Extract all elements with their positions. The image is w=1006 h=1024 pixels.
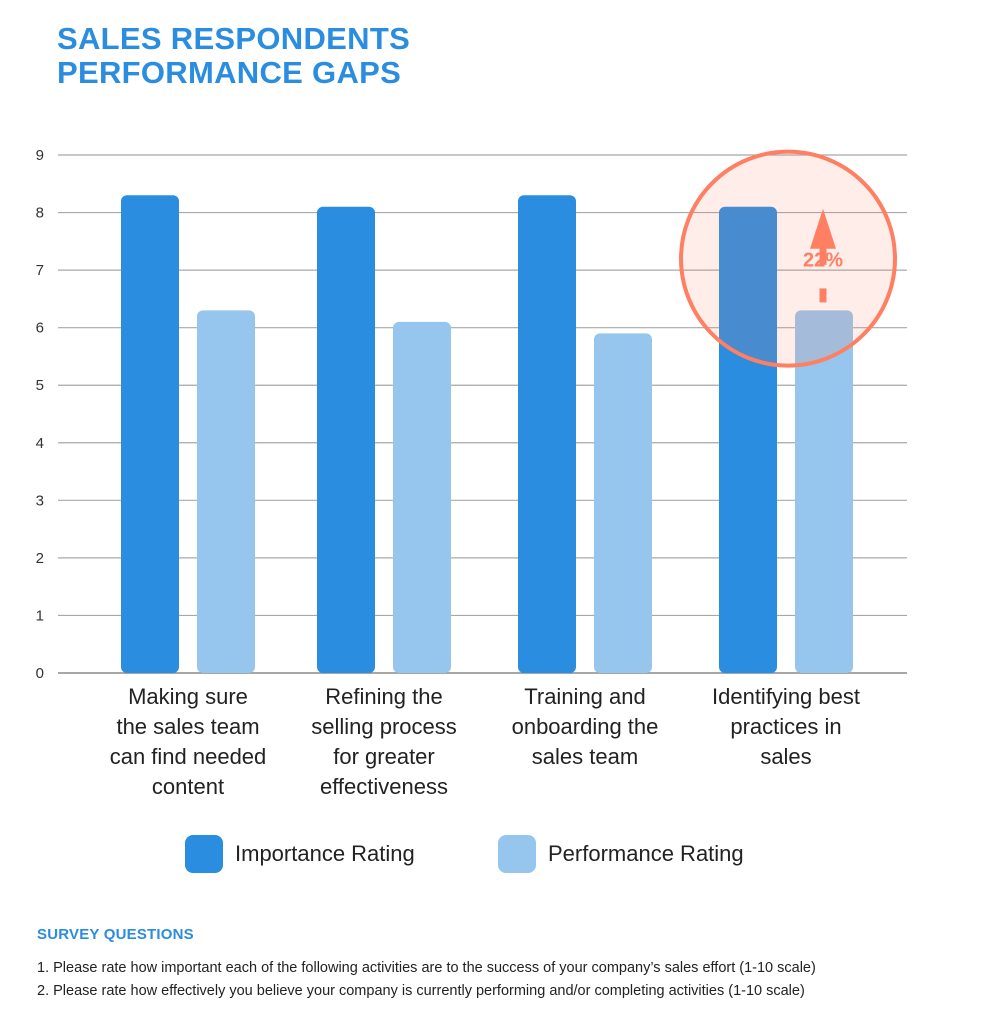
bar-importance-1 <box>121 195 179 674</box>
y-tick-label: 1 <box>36 607 44 624</box>
y-tick-label: 0 <box>36 665 44 682</box>
x-category-label-line: Making sure <box>128 684 248 709</box>
x-category-label-line: the sales team <box>116 714 260 739</box>
survey-heading: SURVEY QUESTIONS <box>37 926 194 943</box>
bar-performance-4 <box>795 310 853 673</box>
x-category-label-line: content <box>151 774 225 799</box>
x-category-label-4: Identifying best practices in sales <box>686 682 886 772</box>
x-category-label-line: selling process <box>311 714 457 739</box>
chart-title: SALES RESPONDENTS PERFORMANCE GAPS <box>57 22 410 90</box>
highlight-circle <box>679 149 897 368</box>
x-category-label-line: effectiveness <box>319 774 448 799</box>
bar-importance-2 <box>317 206 375 674</box>
x-category-label-line: for greater <box>333 744 435 769</box>
legend-item-importance: Importance Rating <box>185 834 415 874</box>
gap-arrow-head <box>810 208 836 249</box>
bar-importance-3 <box>518 195 576 674</box>
x-category-label-1: Making sure the sales team can find needed… <box>88 682 288 802</box>
bar-importance-4 <box>719 206 777 674</box>
x-category-label-line: sales <box>760 744 812 769</box>
x-category-label-line: Training and <box>524 684 646 709</box>
y-tick-label: 9 <box>36 147 44 164</box>
x-category-label-3: Training and onboarding the sales team <box>485 682 685 772</box>
chart-title-line-1: SALES RESPONDENTS <box>57 21 411 56</box>
survey-question-2: 2. Please rate how effectively you belie… <box>37 983 805 999</box>
y-tick-label: 6 <box>36 320 44 337</box>
legend-swatch-performance <box>498 835 536 873</box>
x-category-label-line: onboarding the <box>511 714 659 739</box>
x-category-label-line: sales team <box>531 744 639 769</box>
bar-performance-3 <box>594 333 652 673</box>
legend-label-performance: Performance Rating <box>548 841 744 866</box>
bar-performance-2 <box>393 321 451 673</box>
y-tick-label: 8 <box>36 205 44 222</box>
bar-performance-1 <box>197 310 255 673</box>
y-tick-label: 5 <box>36 377 44 394</box>
x-category-label-2: Refining the selling process for greater ef… <box>284 682 484 802</box>
survey-question-1: 1. Please rate how important each of the… <box>37 960 816 976</box>
chart-title-line-2: PERFORMANCE GAPS <box>57 55 402 90</box>
legend-swatch-importance <box>185 835 223 873</box>
y-tick-label: 2 <box>36 550 44 567</box>
y-tick-label: 3 <box>36 492 44 509</box>
y-tick-label: 4 <box>36 435 44 452</box>
gap-percent-label: 22% <box>803 250 843 272</box>
bar-chart: 0 1 2 3 4 5 6 7 8 9 22% <box>36 147 907 682</box>
y-tick-label: 7 <box>36 262 44 279</box>
survey-questions: 1. Please rate how important each of the… <box>37 957 816 1003</box>
x-category-label-line: Identifying best <box>712 684 860 709</box>
legend-item-performance: Performance Rating <box>498 834 744 874</box>
x-category-label-line: can find needed <box>109 744 267 769</box>
x-category-label-line: practices in <box>730 714 842 739</box>
x-category-label-line: Refining the <box>325 684 443 709</box>
legend-label-importance: Importance Rating <box>235 841 415 866</box>
